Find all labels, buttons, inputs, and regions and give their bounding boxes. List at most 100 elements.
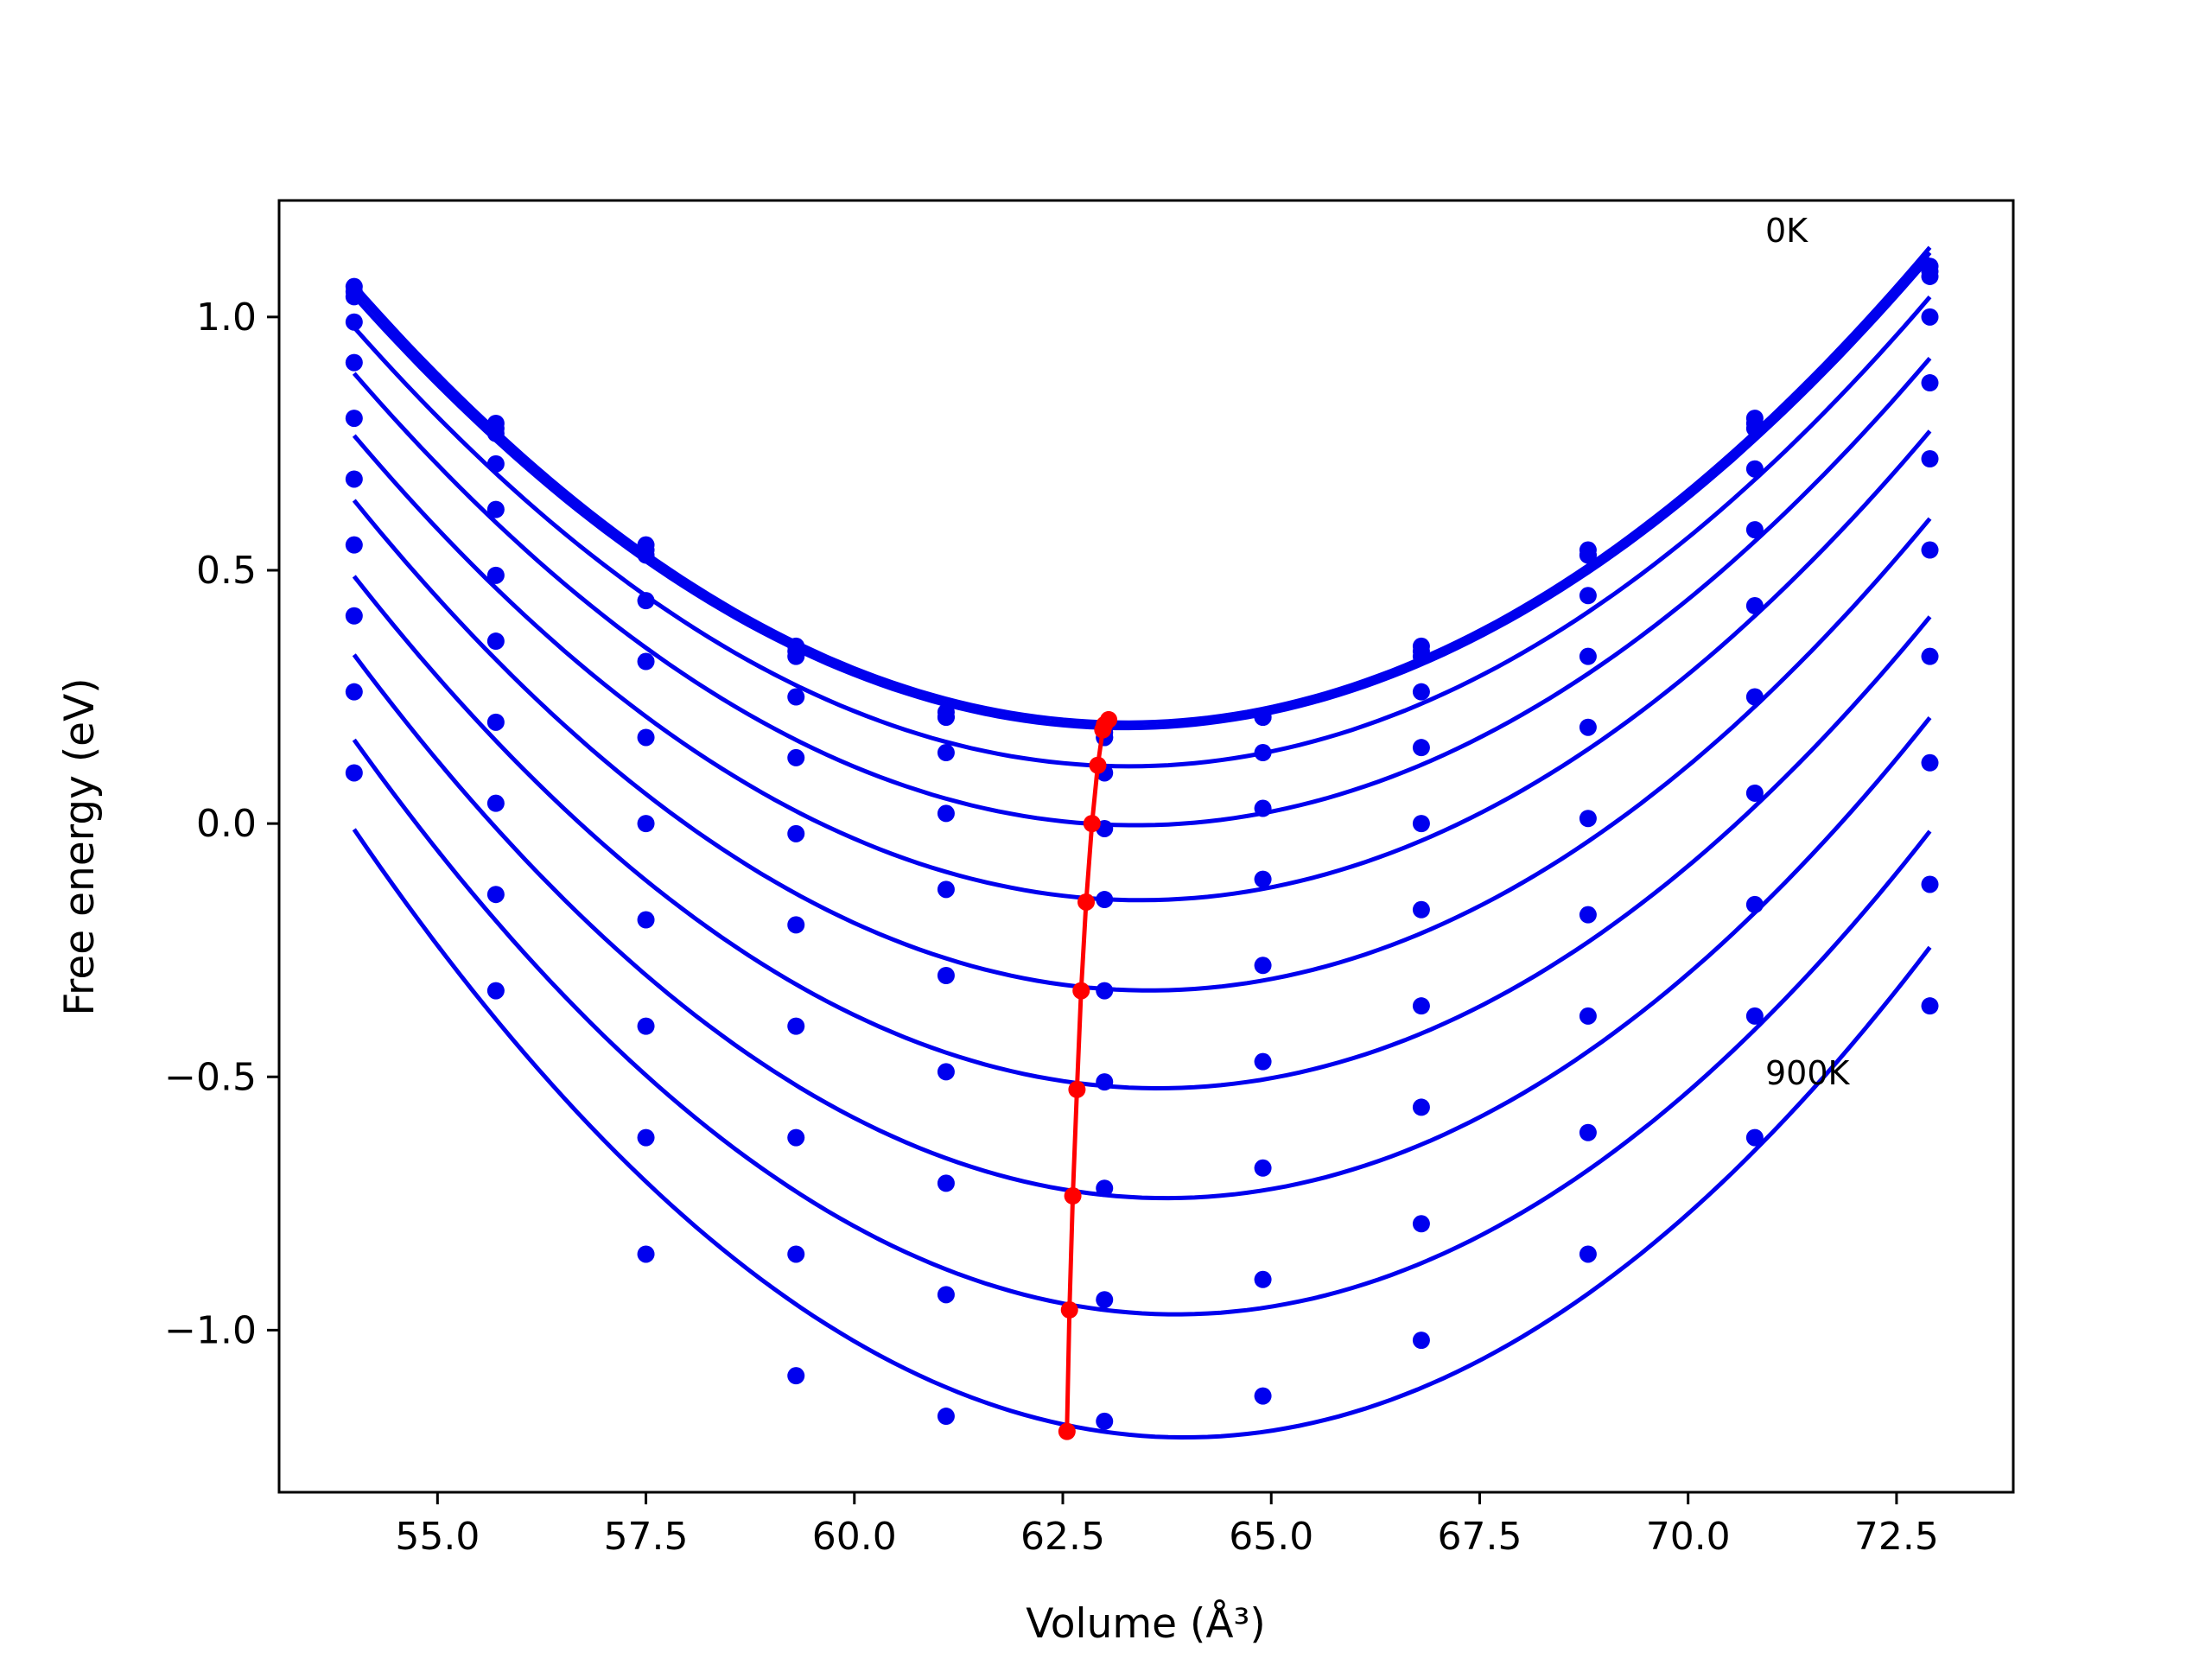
data-point — [1096, 891, 1114, 909]
data-point — [937, 1174, 955, 1192]
data-point — [1579, 906, 1597, 924]
minimum-point — [1072, 982, 1090, 1000]
data-point — [1921, 541, 1939, 559]
minimum-point — [1083, 815, 1101, 833]
fit-curve-4 — [352, 356, 1932, 828]
data-point — [637, 1128, 655, 1147]
data-point — [345, 313, 363, 331]
data-point — [1921, 647, 1939, 665]
plot-frame — [277, 199, 2015, 1494]
data-point — [1921, 450, 1939, 467]
data-point — [1579, 546, 1597, 564]
data-point — [937, 1408, 955, 1426]
x-tick-label: 65.0 — [1229, 1515, 1313, 1559]
x-tick-label: 55.0 — [395, 1515, 480, 1559]
data-point — [1745, 784, 1764, 802]
data-point — [1412, 739, 1430, 757]
data-point — [937, 880, 955, 899]
minimum-point — [1094, 721, 1112, 739]
data-point — [937, 709, 955, 726]
data-point — [1254, 870, 1272, 888]
annotation-0k: 0K — [1765, 212, 1808, 250]
data-point — [1579, 1123, 1597, 1141]
data-point — [486, 632, 505, 651]
fit-curves — [352, 245, 1932, 1440]
data-point — [1579, 1007, 1597, 1025]
data-point — [1745, 895, 1764, 913]
data-point — [1412, 1098, 1430, 1116]
data-point — [1745, 688, 1764, 706]
data-point — [1254, 1159, 1272, 1177]
minimum-line — [1058, 710, 1118, 1440]
data-point — [637, 1245, 655, 1263]
x-axis-ticks: 55.0 57.5 60.0 62.5 65.0 67.5 70.0 72.5 — [395, 1492, 1939, 1559]
data-point — [1412, 815, 1430, 833]
minimum-point — [1060, 1300, 1078, 1319]
data-point — [486, 566, 505, 584]
data-point — [486, 794, 505, 812]
data-point — [345, 536, 363, 554]
x-tick-label: 67.5 — [1437, 1515, 1522, 1559]
data-point — [937, 1286, 955, 1304]
data-point — [937, 804, 955, 823]
data-point — [486, 886, 505, 904]
data-point — [1921, 267, 1939, 285]
data-point — [345, 764, 363, 782]
data-point — [787, 1017, 805, 1035]
data-point — [1412, 900, 1430, 918]
data-point — [1096, 1291, 1114, 1309]
data-point — [345, 353, 363, 372]
fit-curve-5 — [352, 429, 1932, 903]
data-point — [1745, 521, 1764, 539]
data-point — [1412, 647, 1430, 665]
data-point — [1412, 1332, 1430, 1350]
data-point — [345, 607, 363, 625]
data-point — [486, 982, 505, 1000]
fit-curve-3 — [352, 295, 1932, 769]
data-point — [1579, 1245, 1597, 1263]
data-point — [637, 652, 655, 671]
data-point — [787, 1128, 805, 1147]
fit-curve-0 — [352, 245, 1932, 725]
data-point — [637, 911, 655, 929]
data-point — [1579, 587, 1597, 605]
y-tick-label: −0.5 — [164, 1055, 257, 1099]
data-point — [787, 824, 805, 842]
x-tick-label: 57.5 — [604, 1515, 689, 1559]
data-point — [1254, 1387, 1272, 1405]
data-point — [787, 916, 805, 934]
y-tick-label: 0.5 — [196, 549, 257, 593]
x-tick-label: 62.5 — [1020, 1515, 1105, 1559]
y-tick-label: 1.0 — [196, 296, 257, 340]
data-point — [637, 546, 655, 564]
data-point — [1254, 799, 1272, 817]
data-point — [345, 288, 363, 306]
fit-curve-2 — [352, 256, 1932, 731]
minimum-point — [1068, 1080, 1086, 1098]
data-point — [1921, 308, 1939, 326]
fit-curve-6 — [352, 499, 1932, 993]
y-tick-label: 0.0 — [196, 802, 257, 846]
x-axis-label: Volume (Å³) — [1026, 1600, 1265, 1648]
annotation-900k: 900K — [1765, 1054, 1851, 1092]
data-point — [637, 1017, 655, 1035]
data-point — [486, 713, 505, 731]
data-point — [1921, 875, 1939, 893]
data-point — [1254, 744, 1272, 762]
fit-curve-8 — [352, 653, 1932, 1201]
data-point — [637, 815, 655, 833]
x-tick-label: 72.5 — [1854, 1515, 1939, 1559]
data-point — [787, 748, 805, 766]
x-tick-label: 70.0 — [1646, 1515, 1731, 1559]
minimum-point — [1058, 1422, 1076, 1440]
data-point — [937, 967, 955, 984]
data-point — [1254, 1052, 1272, 1071]
fit-curve-7 — [352, 575, 1932, 1091]
data-point — [345, 683, 363, 701]
data-point — [787, 647, 805, 665]
data-point — [486, 454, 505, 473]
minimum-point — [1077, 893, 1096, 911]
data-point — [1412, 997, 1430, 1015]
data-point — [1579, 718, 1597, 736]
data-point — [637, 728, 655, 747]
